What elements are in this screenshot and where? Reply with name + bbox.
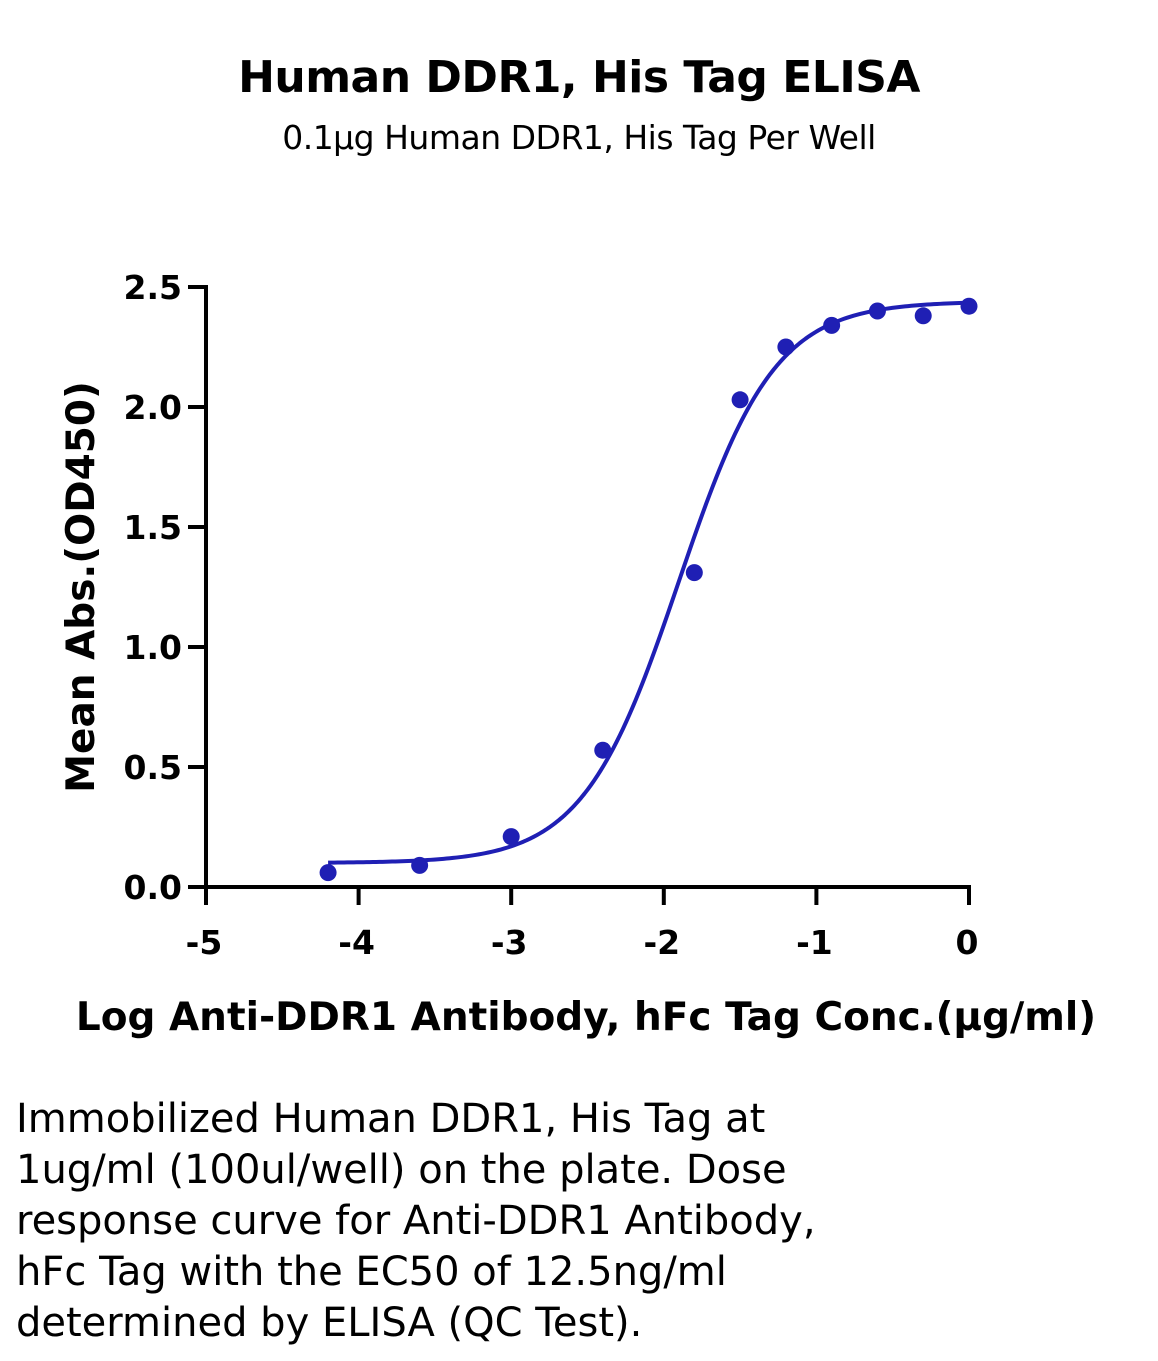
y-tick-label: 2.0: [124, 388, 182, 427]
chart-subtitle: 0.1μg Human DDR1, His Tag Per Well: [282, 118, 876, 157]
y-axis-label: Mean Abs.(OD450): [59, 381, 104, 793]
x-tick-label: -1: [796, 923, 833, 962]
x-tick-label: -2: [643, 923, 680, 962]
x-tick-label: -3: [491, 923, 528, 962]
fit-curve: [328, 300, 970, 865]
y-tick-label: 0.5: [124, 748, 182, 787]
elisa-chart: 0.0 0.5 1.0 1.5 2.0 2.5 -5 -4 -3 -2 -1 0 Log Anti-D…: [59, 268, 1096, 1040]
caption-line: Immobilized Human DDR1, His Tag at: [16, 1096, 766, 1142]
data-point: [502, 828, 520, 846]
x-tick-label: 0: [956, 923, 979, 962]
x-tick-label: -5: [186, 923, 223, 962]
y-tick-label: 1.5: [124, 508, 182, 547]
caption-line: hFc Tag with the EC50 of 12.5ng/ml: [16, 1249, 727, 1295]
x-tick-label: -4: [338, 923, 375, 962]
y-tick-label: 1.0: [124, 628, 182, 667]
chart-axes: 0.0 0.5 1.0 1.5 2.0 2.5 -5 -4 -3 -2 -1 0: [124, 268, 979, 962]
data-point: [319, 864, 337, 882]
caption-line: determined by ELISA (QC Test).: [16, 1300, 643, 1346]
caption-line: 1ug/ml (100ul/well) on the plate. Dose: [16, 1147, 787, 1193]
data-point: [685, 564, 703, 582]
data-point: [777, 338, 795, 356]
data-point: [960, 297, 978, 315]
fit-curve-layer: [328, 300, 970, 865]
data-point: [594, 741, 612, 759]
data-point: [411, 856, 429, 874]
data-point: [914, 307, 932, 325]
x-axis-label: Log Anti-DDR1 Antibody, hFc Tag Conc.(μg…: [76, 995, 1096, 1040]
data-point: [731, 391, 749, 409]
data-points-layer: [319, 297, 978, 882]
data-point: [868, 302, 886, 320]
figure-caption: Immobilized Human DDR1, His Tag at 1ug/m…: [16, 1094, 1136, 1349]
chart-title: Human DDR1, His Tag ELISA: [238, 52, 920, 103]
data-point: [823, 316, 841, 334]
y-tick-label: 2.5: [124, 268, 182, 307]
y-tick-label: 0.0: [124, 868, 182, 907]
caption-line: response curve for Anti-DDR1 Antibody,: [16, 1198, 816, 1244]
